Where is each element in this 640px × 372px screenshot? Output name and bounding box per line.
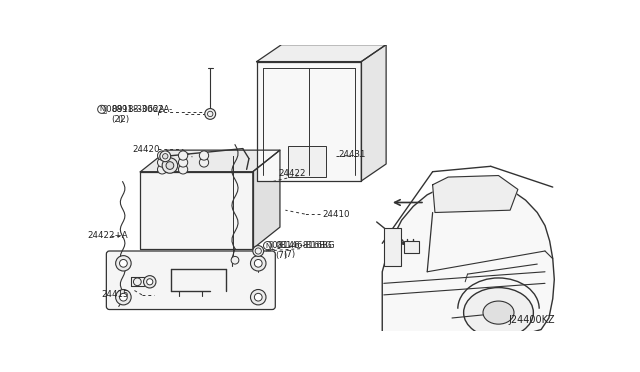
- Circle shape: [179, 151, 188, 160]
- Circle shape: [162, 158, 178, 173]
- Circle shape: [253, 246, 264, 256]
- Polygon shape: [257, 62, 362, 181]
- Text: 24410: 24410: [323, 209, 350, 218]
- Text: 24431: 24431: [338, 150, 365, 159]
- Circle shape: [120, 294, 127, 301]
- Circle shape: [120, 260, 127, 267]
- Bar: [404, 241, 419, 253]
- Circle shape: [254, 260, 262, 267]
- Circle shape: [250, 256, 266, 271]
- Polygon shape: [433, 176, 518, 212]
- Polygon shape: [140, 150, 280, 172]
- Text: (7): (7): [275, 251, 287, 260]
- Text: 24415: 24415: [102, 291, 129, 299]
- Polygon shape: [382, 183, 554, 337]
- FancyBboxPatch shape: [106, 251, 275, 310]
- Circle shape: [163, 154, 168, 159]
- Text: 24420: 24420: [132, 145, 160, 154]
- Circle shape: [160, 151, 171, 162]
- Text: (2): (2): [111, 115, 123, 124]
- Circle shape: [134, 278, 141, 286]
- Text: 08146-816BG: 08146-816BG: [275, 241, 335, 250]
- Circle shape: [143, 276, 156, 288]
- Circle shape: [166, 162, 174, 169]
- Circle shape: [250, 289, 266, 305]
- Text: (7): (7): [283, 250, 295, 259]
- Text: J24400KZ: J24400KZ: [509, 315, 556, 324]
- Text: N: N: [99, 106, 104, 112]
- Bar: [384, 228, 401, 266]
- Circle shape: [254, 294, 262, 301]
- Circle shape: [116, 256, 131, 271]
- Circle shape: [231, 256, 239, 264]
- Bar: [288, 146, 326, 177]
- Polygon shape: [140, 172, 253, 249]
- Text: 24422: 24422: [278, 170, 306, 179]
- Polygon shape: [362, 45, 386, 181]
- Polygon shape: [257, 45, 386, 62]
- Circle shape: [199, 151, 209, 160]
- Text: N: N: [265, 243, 270, 248]
- Text: 24422+A: 24422+A: [88, 231, 129, 240]
- Text: ⓝ08918-3062A-: ⓝ08918-3062A-: [102, 105, 168, 114]
- Text: 08918-3062A-: 08918-3062A-: [111, 105, 172, 114]
- Text: (2): (2): [117, 115, 129, 124]
- Circle shape: [179, 158, 188, 167]
- Circle shape: [205, 109, 216, 119]
- Circle shape: [157, 151, 167, 160]
- Circle shape: [199, 158, 209, 167]
- Circle shape: [147, 279, 153, 285]
- Ellipse shape: [483, 301, 514, 324]
- Circle shape: [116, 289, 131, 305]
- Circle shape: [157, 158, 167, 167]
- Circle shape: [179, 165, 188, 174]
- Ellipse shape: [463, 288, 533, 338]
- Polygon shape: [253, 150, 280, 249]
- Text: ⓝ08146-816BG: ⓝ08146-816BG: [268, 240, 332, 249]
- Circle shape: [157, 165, 167, 174]
